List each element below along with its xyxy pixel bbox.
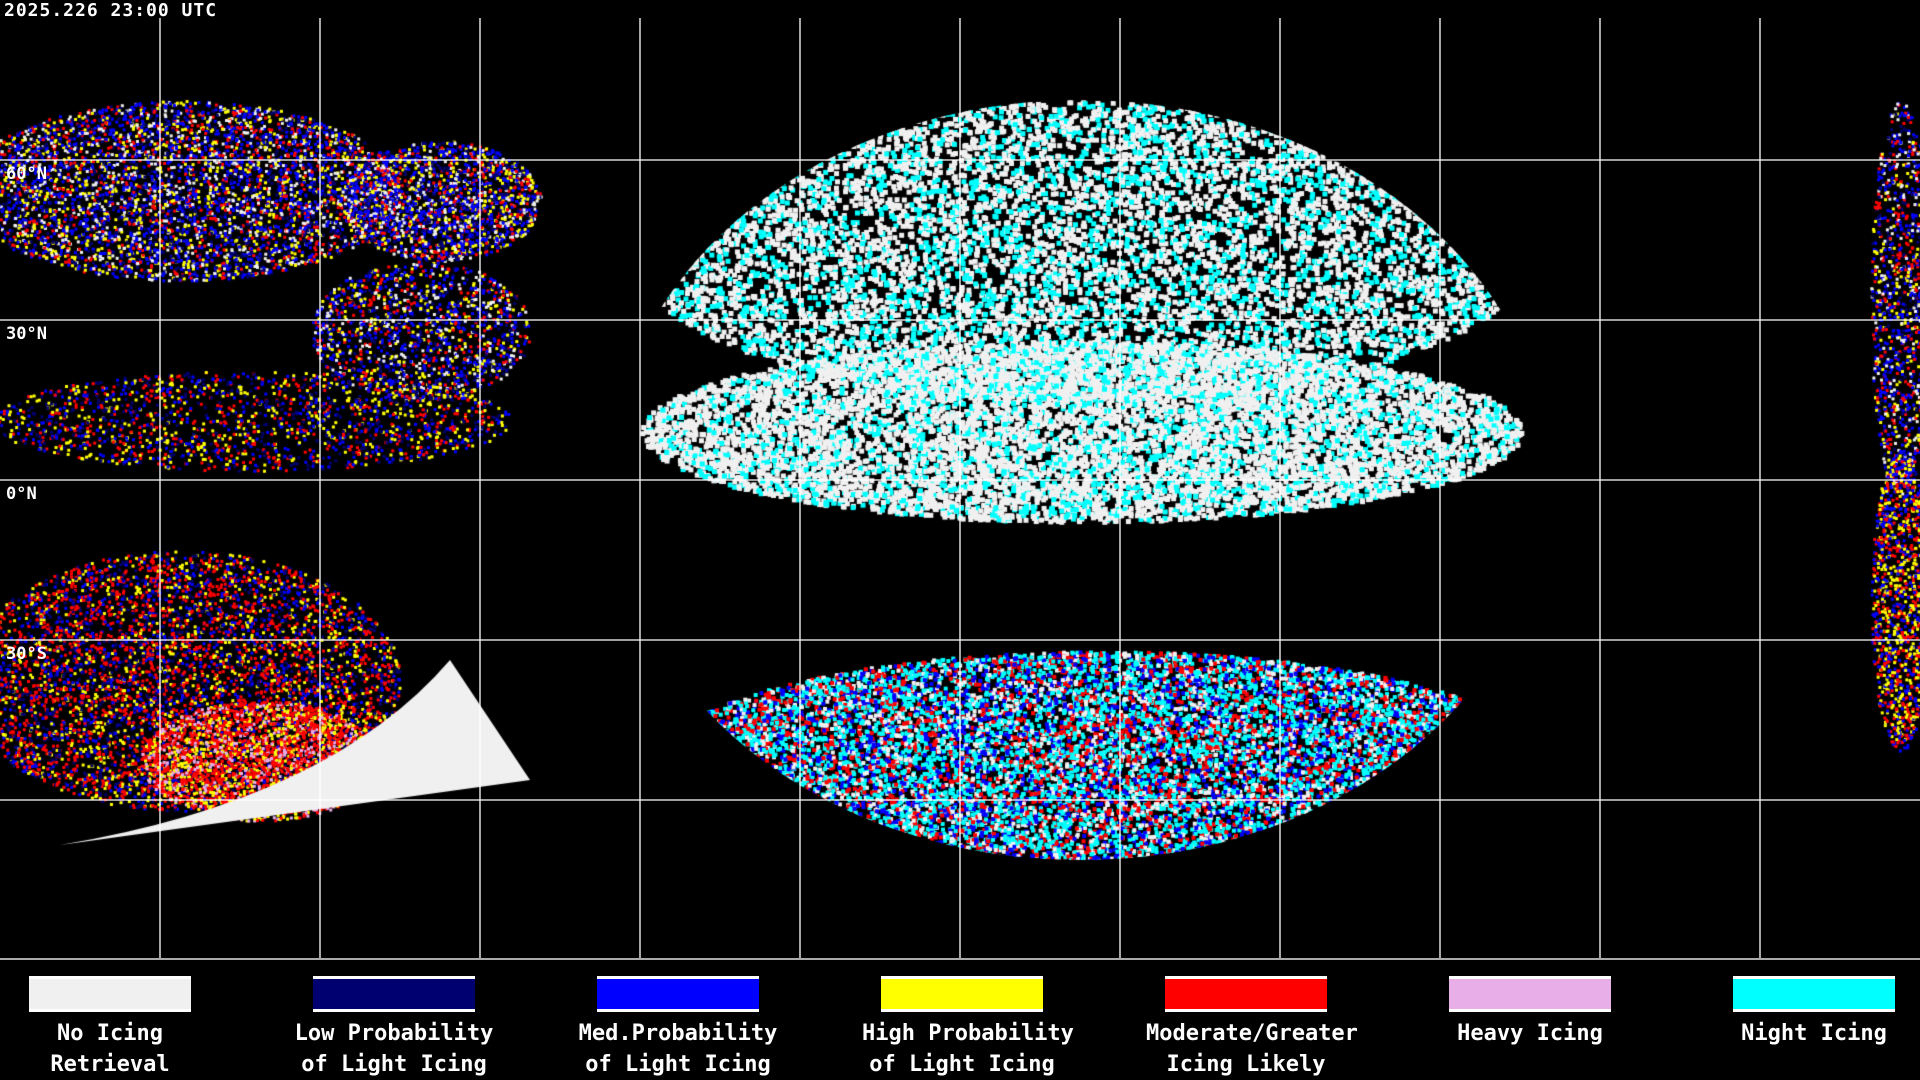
lat-label-30n: 30°N xyxy=(6,324,47,344)
legend-item-med-probability: Med.Probability of Light Icing xyxy=(578,976,778,1080)
legend-item-low-probability: Low Probability of Light Icing xyxy=(294,976,494,1080)
legend-swatch xyxy=(313,976,475,1012)
timestamp: 2025.226 23:00 UTC xyxy=(4,0,218,21)
legend-label: Moderate/Greater Icing Likely xyxy=(1146,1021,1358,1077)
legend-item-night-icing: Night Icing xyxy=(1714,976,1914,1049)
lat-label-0n: 0°N xyxy=(6,484,37,504)
icing-map xyxy=(0,0,1920,958)
legend-label: Low Probability of Light Icing xyxy=(294,1021,494,1077)
legend-swatch xyxy=(881,976,1043,1012)
legend-swatch xyxy=(597,976,759,1012)
legend-divider xyxy=(0,958,1920,960)
legend-swatch xyxy=(1165,976,1327,1012)
legend-item-moderate-greater: Moderate/Greater Icing Likely xyxy=(1146,976,1358,1080)
legend-label: Night Icing xyxy=(1741,1021,1887,1046)
legend-swatch xyxy=(1733,976,1895,1012)
lat-label-60n: 60°N xyxy=(6,164,47,184)
legend-swatch xyxy=(29,976,191,1012)
legend-label: Heavy Icing xyxy=(1457,1021,1603,1046)
legend-label: High Probability of Light Icing xyxy=(862,1021,1074,1077)
legend-swatch xyxy=(1449,976,1611,1012)
legend-item-no-icing: No Icing Retrieval xyxy=(10,976,210,1080)
lat-lon-grid xyxy=(0,18,1920,958)
legend-label: Med.Probability of Light Icing xyxy=(578,1021,778,1077)
legend-label: No Icing Retrieval xyxy=(50,1021,170,1077)
legend-item-heavy-icing: Heavy Icing xyxy=(1430,976,1630,1049)
legend-item-high-probability: High Probability of Light Icing xyxy=(862,976,1074,1080)
lat-label-30s: 30°S xyxy=(6,644,47,664)
